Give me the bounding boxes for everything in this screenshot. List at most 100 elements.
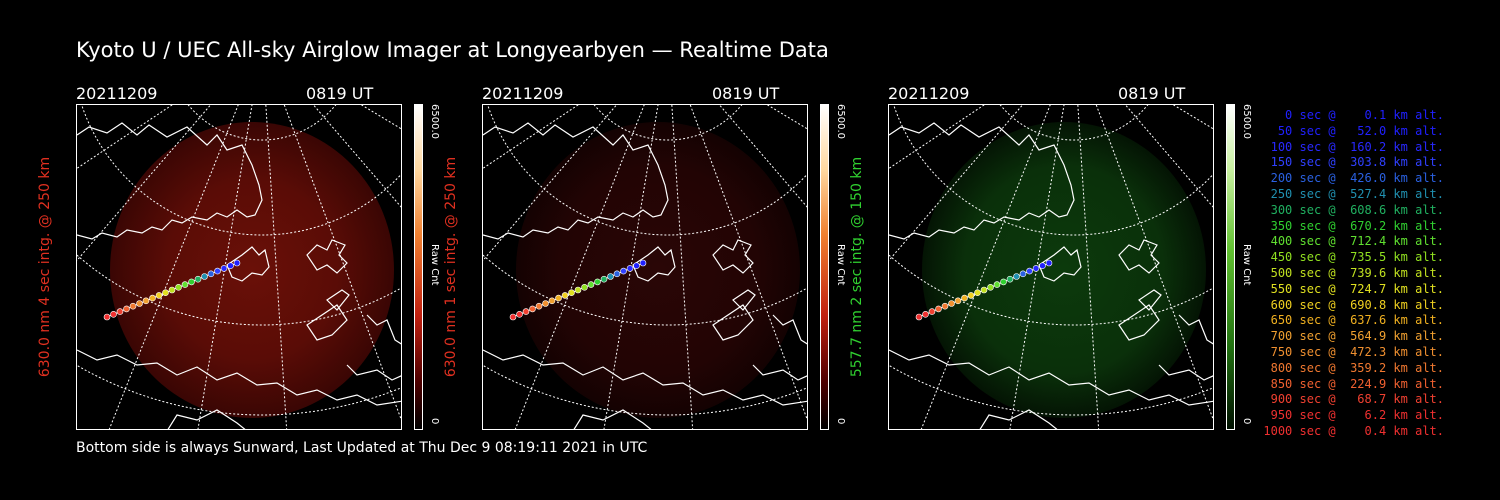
trajectory-point (188, 278, 195, 286)
longitude-gridline (689, 105, 807, 421)
trajectory-point (155, 292, 163, 299)
trajectory-point (227, 262, 234, 269)
allsky-image-map (482, 104, 808, 430)
trajectory-point (548, 297, 556, 305)
trajectory-point (516, 311, 523, 318)
colorbar-max-label: 6500.0 (429, 104, 440, 139)
coastline (1118, 239, 1160, 274)
colorbar-unit-label: Raw Cnt (429, 244, 440, 286)
legend-entry: 950 sec @ 6.2 km alt. (1263, 408, 1444, 423)
trajectory-point (129, 302, 137, 310)
colorbar-max-label: 6500.0 (1241, 104, 1252, 139)
colorbar (1226, 104, 1235, 430)
trajectory-point (961, 294, 968, 302)
page-title: Kyoto U / UEC All-sky Airglow Imager at … (76, 38, 829, 62)
trajectory-point (980, 286, 988, 294)
panel-wavelength-label: 557.7 nm 2 sec intg. @ 150 km (849, 156, 865, 378)
trajectory-point (587, 281, 595, 288)
legend-entry: 250 sec @ 527.4 km alt. (1263, 186, 1444, 201)
legend-entry: 800 sec @ 359.2 km alt. (1263, 360, 1444, 375)
colorbar-min-label: 0 (429, 418, 440, 425)
legend-entry: 700 sec @ 564.9 km alt. (1263, 329, 1444, 344)
trajectory-point (1032, 265, 1040, 272)
map-svg (889, 105, 1213, 429)
legend-entry: 550 sec @ 724.7 km alt. (1263, 281, 1444, 296)
trajectory-point (568, 289, 575, 296)
coastline (1118, 304, 1160, 341)
imager-panel-630nm-1sec: 20211209 0819 UT 630.0 nm 1 sec intg. @ … (443, 80, 862, 430)
colorbar (820, 104, 829, 430)
legend-entry: 850 sec @ 224.9 km alt. (1263, 376, 1444, 391)
legend-entry: 450 sec @ 735.5 km alt. (1263, 250, 1444, 265)
trajectory-point (620, 267, 627, 275)
legend-entry: 0 sec @ 0.1 km alt. (1263, 108, 1444, 122)
trajectory-point (574, 286, 582, 294)
legend-entry: 650 sec @ 637.6 km alt. (1263, 313, 1444, 328)
trajectory-point (162, 289, 169, 296)
coastline (772, 314, 807, 345)
trajectory-point (600, 275, 608, 283)
panel-date: 20211209 (482, 84, 564, 103)
longitude-gridline (283, 105, 401, 421)
legend-entry: 350 sec @ 670.2 km alt. (1263, 218, 1444, 233)
trajectory-point (1006, 275, 1014, 283)
trajectory-point (168, 286, 176, 294)
coastline (889, 122, 1075, 240)
coastline (573, 409, 652, 429)
trajectory-point (607, 273, 614, 280)
trajectory-point (594, 278, 601, 286)
latitude-gridline (483, 364, 807, 416)
latitude-gridline (593, 105, 743, 141)
legend-entry: 400 sec @ 712.4 km alt. (1263, 234, 1444, 249)
trajectory-point (967, 292, 975, 299)
trajectory-point (555, 294, 562, 302)
legend-entry: 900 sec @ 68.7 km alt. (1263, 392, 1444, 407)
longitude-gridline (77, 105, 212, 262)
coastline (366, 314, 401, 345)
coastline (306, 239, 348, 274)
trajectory-point (116, 308, 124, 315)
longitude-gridline (1095, 105, 1213, 421)
coastline (77, 349, 401, 406)
legend-entry: 150 sec @ 303.8 km alt. (1263, 155, 1444, 170)
map-svg (483, 105, 807, 429)
longitude-gridline (514, 105, 645, 429)
coastline (167, 409, 246, 429)
trajectory-point (941, 302, 949, 310)
trajectory-legend: 0 sec @ 0.1 km alt. 50 sec @ 52.0 km alt… (1262, 108, 1444, 440)
coastline (1038, 246, 1082, 282)
coastline (1158, 364, 1213, 381)
trajectory-point (220, 265, 228, 272)
legend-entry: 500 sec @ 739.6 km alt. (1263, 265, 1444, 280)
trajectory-point (522, 308, 530, 315)
longitude-gridline (603, 105, 659, 429)
longitude-gridline (77, 105, 173, 169)
latitude-gridline (999, 105, 1149, 141)
trajectory-point (103, 313, 111, 321)
trajectory-point (639, 259, 647, 267)
panel-date: 20211209 (888, 84, 970, 103)
trajectory-point (535, 302, 543, 310)
legend-entry: 50 sec @ 52.0 km alt. (1263, 123, 1444, 138)
map-svg (77, 105, 401, 429)
longitude-gridline (671, 105, 694, 429)
coastline (632, 246, 676, 282)
trajectory-point (1039, 262, 1046, 269)
legend-entry: 600 sec @ 690.8 km alt. (1263, 297, 1444, 312)
longitude-gridline (920, 105, 1051, 429)
coastline (483, 349, 807, 406)
trajectory-point (142, 297, 150, 305)
trajectory-point (110, 311, 117, 318)
legend-entry: 750 sec @ 472.3 km alt. (1263, 344, 1444, 359)
latitude-gridline (187, 105, 337, 141)
trajectory-point (974, 289, 981, 296)
trajectory-point (233, 259, 241, 267)
longitude-gridline (1009, 105, 1065, 429)
longitude-gridline (718, 105, 807, 208)
coastline (306, 304, 348, 341)
longitude-gridline (197, 105, 253, 429)
longitude-gridline (889, 105, 985, 169)
colorbar-min-label: 0 (835, 418, 846, 425)
trajectory-point (136, 300, 143, 307)
panel-time: 0819 UT (712, 84, 780, 103)
